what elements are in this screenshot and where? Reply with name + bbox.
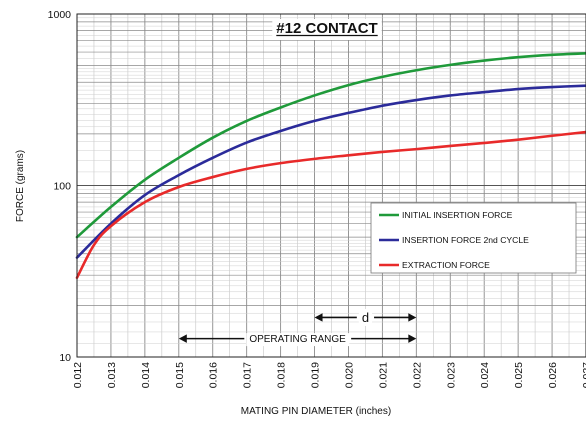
x-tick-label: 0.013: [106, 362, 118, 388]
x-tick-label: 0.015: [174, 362, 186, 388]
x-tick-label: 0.012: [72, 362, 84, 388]
y-tick-labels: 10 100 1000: [48, 9, 72, 364]
legend-label: INITIAL INSERTION FORCE: [402, 210, 513, 220]
x-axis-title: MATING PIN DIAMETER (inches): [241, 406, 391, 417]
series-line-3: [75, 130, 586, 279]
legend-label: INSERTION FORCE 2nd CYCLE: [402, 235, 529, 245]
x-tick-labels: 0.012 0.013 0.014 0.015 0.016 0.017 0.018 0.019…: [72, 362, 586, 388]
x-tick-label: 0.024: [479, 362, 491, 388]
y-axis-title: FORCE (grams): [15, 150, 26, 222]
arrow-head: [178, 334, 187, 343]
x-tick-label: 0.027: [581, 362, 586, 388]
y-tick-label: 10: [59, 352, 71, 364]
series-line-2: [75, 84, 586, 259]
annotation-label-background: [358, 308, 373, 326]
x-tick-label: 0.026: [547, 362, 559, 388]
arrow-head: [314, 313, 323, 322]
x-tick-label: 0.022: [411, 362, 423, 388]
legend-label: EXTRACTION FORCE: [402, 260, 490, 270]
y-tick-label: 1000: [48, 9, 72, 21]
series-lines: [75, 52, 586, 279]
chart-title: #12 CONTACT: [276, 20, 377, 37]
arrow-head: [408, 313, 417, 322]
x-tick-label: 0.018: [276, 362, 288, 388]
x-tick-label: 0.019: [310, 362, 322, 388]
series-line-1: [75, 52, 586, 239]
x-tick-label: 0.020: [343, 362, 355, 388]
annotation-label: OPERATING RANGE: [249, 334, 346, 345]
plot-frame: [76, 13, 586, 358]
x-tick-label: 0.016: [208, 362, 220, 388]
x-tick-label: 0.014: [140, 362, 152, 388]
annotation-label: d: [362, 310, 369, 325]
grid: [76, 14, 586, 358]
annotation-label-background: [246, 333, 350, 347]
legend-box: [370, 202, 577, 274]
x-tick-label: 0.023: [445, 362, 457, 388]
x-tick-label: 0.017: [242, 362, 254, 388]
y-tick-label: 100: [53, 181, 71, 193]
x-tick-label: 0.021: [377, 362, 389, 388]
x-tick-label: 0.025: [513, 362, 525, 388]
annotations: d OPERATING RANGE: [178, 308, 417, 347]
legend: INITIAL INSERTION FORCE INSERTION FORCE 2…: [370, 202, 577, 274]
arrow-head: [408, 334, 417, 343]
chart-title-group: #12 CONTACT: [272, 19, 382, 40]
chart-title-background: [272, 19, 382, 40]
